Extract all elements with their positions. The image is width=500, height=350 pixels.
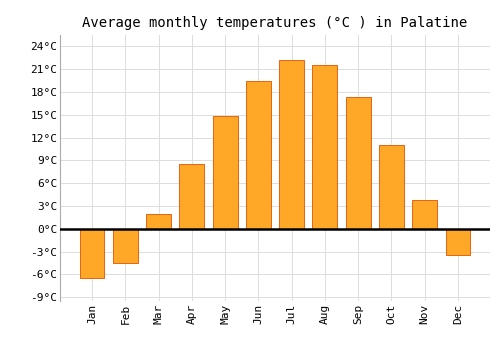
Bar — [446, 229, 470, 256]
Bar — [180, 164, 204, 229]
Bar — [146, 214, 171, 229]
Title: Average monthly temperatures (°C ) in Palatine: Average monthly temperatures (°C ) in Pa… — [82, 16, 468, 30]
Bar — [379, 145, 404, 229]
Bar — [113, 229, 138, 263]
Bar — [312, 65, 338, 229]
Bar — [412, 200, 437, 229]
Bar — [246, 80, 271, 229]
Bar — [346, 97, 370, 229]
Bar — [212, 116, 238, 229]
Bar — [80, 229, 104, 278]
Bar — [279, 60, 304, 229]
